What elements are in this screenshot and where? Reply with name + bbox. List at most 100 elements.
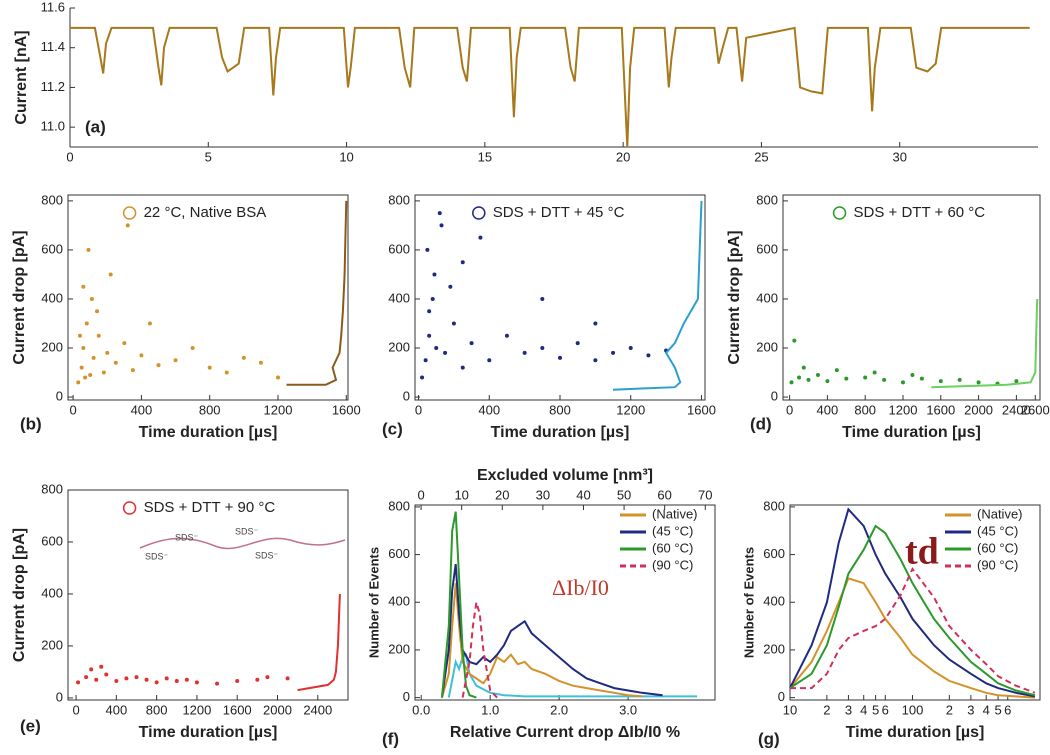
scatter-point	[789, 380, 794, 385]
scatter-point	[122, 341, 127, 346]
scatter-point	[83, 375, 88, 380]
y-tick-label: 800	[756, 192, 778, 207]
legend-label: SDS + DTT + 90 °C	[144, 499, 276, 516]
scatter-point	[900, 380, 905, 385]
x-tick-label: 25	[754, 149, 768, 164]
scatter-point	[99, 664, 104, 669]
x-tick-label: 20	[616, 149, 630, 164]
scatter-point	[114, 679, 119, 684]
panel-label: (c)	[382, 419, 403, 438]
scatter-point	[628, 346, 633, 351]
legend-marker	[122, 501, 137, 515]
x-tick-label: 2.0	[550, 702, 568, 717]
x2-tick-label: 60	[657, 487, 671, 502]
scatter-point	[540, 346, 545, 351]
x-tick-label: 0	[415, 402, 422, 417]
y-tick-label: 400	[388, 290, 410, 305]
data-line	[461, 602, 498, 699]
x-tick-label: 0	[72, 702, 79, 717]
scatter-point	[540, 296, 545, 301]
data-line	[789, 524, 1036, 697]
panel-label: (e)	[20, 716, 41, 735]
y-tick-label: 800	[388, 192, 410, 207]
annotation: td	[905, 531, 939, 573]
x2-tick-label: 70	[698, 487, 712, 502]
y-tick-label: 200	[756, 339, 778, 354]
panel-label: (a)	[85, 117, 106, 136]
x-tick-label: 3.0	[619, 702, 637, 717]
legend-label: (45 °C)	[652, 523, 693, 538]
y-tick-label: 200	[41, 339, 63, 354]
scatter-point	[235, 679, 240, 684]
scatter-point	[76, 680, 81, 685]
scatter-point	[792, 338, 797, 343]
x-tick-label: 10	[339, 149, 353, 164]
legend-label: (45 °C)	[977, 523, 1018, 538]
plot-frame	[414, 194, 706, 401]
x-tick-label: 6	[882, 702, 889, 717]
scatter-point	[276, 375, 280, 380]
scatter-point	[872, 370, 877, 375]
scatter-point	[113, 360, 118, 365]
scatter-point	[1014, 379, 1019, 384]
scatter-point	[173, 358, 178, 363]
legend-marker	[832, 206, 847, 220]
x-tick-label: 2	[823, 702, 830, 717]
sds-label: SDS⁻	[175, 532, 199, 542]
legend-marker	[472, 206, 486, 220]
x-axis-label: Time duration [µs]	[139, 724, 278, 741]
scatter-point	[94, 677, 99, 682]
y-axis-label: Number of Events	[366, 547, 381, 658]
plot-frame	[67, 194, 349, 401]
scatter-point	[425, 247, 430, 252]
x-tick-label: 4	[983, 702, 990, 717]
scatter-point	[258, 360, 263, 365]
x-tick-label: 800	[854, 402, 876, 417]
scatter-point	[863, 375, 868, 380]
scatter-point	[125, 223, 130, 228]
x-tick-label: 2400	[303, 702, 332, 717]
x-tick-label: 400	[131, 402, 153, 417]
y-tick-label: 0	[56, 689, 63, 704]
scatter-point	[81, 284, 86, 289]
scatter-point	[95, 309, 100, 314]
y-tick-label: 600	[763, 546, 785, 561]
x2-tick-label: 50	[617, 487, 631, 502]
scatter-point	[825, 379, 830, 384]
scatter-point	[427, 309, 432, 314]
x-tick-label: 1.0	[481, 702, 499, 717]
scatter-point	[504, 333, 509, 338]
scatter-point	[593, 321, 598, 326]
x-tick-label: 5	[872, 702, 879, 717]
scatter-point	[89, 667, 94, 672]
y-tick-label: 400	[388, 594, 410, 609]
scatter-point	[144, 677, 149, 682]
data-line	[440, 511, 477, 699]
scatter-point	[139, 353, 144, 358]
y-tick-label: 800	[41, 481, 63, 496]
y-tick-label: 400	[41, 290, 63, 305]
x2-axis-label: Excluded volume [nm³]	[477, 467, 653, 484]
y-tick-label: 200	[763, 641, 785, 656]
x-tick-label: 4	[860, 702, 867, 717]
data-line	[789, 507, 1036, 698]
y-tick-label: 200	[388, 641, 410, 656]
panel-label: (g)	[758, 729, 780, 748]
data-line	[931, 298, 1039, 389]
scatter-point	[451, 321, 456, 326]
scatter-point	[460, 365, 465, 370]
scatter-point	[255, 677, 260, 682]
scatter-point	[593, 358, 598, 363]
data-line	[440, 563, 663, 698]
scatter-point	[443, 350, 448, 355]
sds-label: SDS⁻	[145, 551, 169, 561]
sds-label: SDS⁻	[255, 550, 279, 560]
y-tick-label: 0	[403, 388, 410, 403]
scatter-point	[558, 355, 562, 360]
scatter-point	[575, 341, 580, 346]
x2-tick-label: 20	[495, 487, 509, 502]
y-tick-label: 600	[756, 241, 778, 256]
y-tick-label: 600	[388, 546, 410, 561]
scatter-point	[96, 333, 101, 338]
scatter-point	[108, 272, 113, 277]
